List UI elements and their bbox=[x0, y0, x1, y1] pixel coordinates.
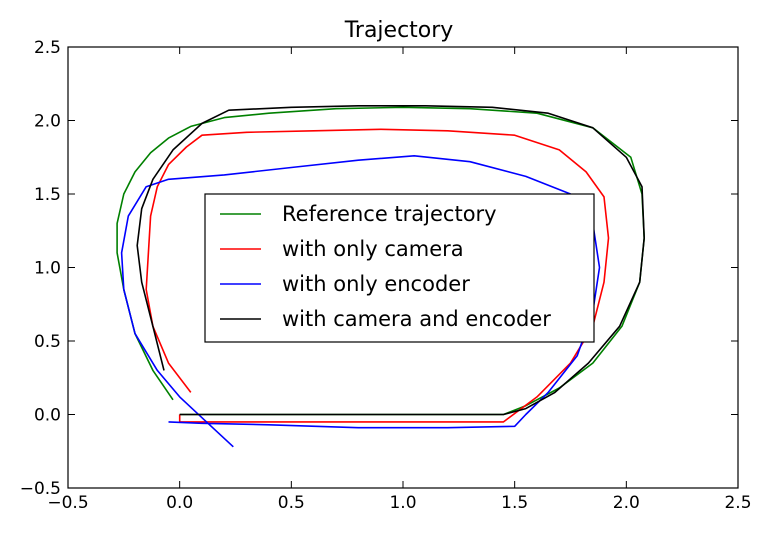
ticks-layer: −0.5 0.0 0.5 1.0 1.5 2.0 2.5 −0.5 0.0 0.5 1.0 1.5 2.… bbox=[20, 38, 752, 513]
legend-box bbox=[204, 193, 595, 343]
x-tick-label: 1.0 bbox=[389, 493, 416, 513]
series-line-4 bbox=[136, 105, 645, 416]
legend-label-1: Reference trajectory bbox=[282, 202, 497, 226]
legend-label-3: with only encoder bbox=[282, 272, 470, 296]
x-tick-label: 0.0 bbox=[166, 493, 193, 513]
x-tick-label: 0.5 bbox=[278, 493, 305, 513]
y-tick-label: 1.5 bbox=[34, 185, 61, 205]
y-tick-label: 0.5 bbox=[34, 332, 61, 352]
y-tick-label: 1.0 bbox=[34, 259, 61, 279]
y-tick-label: −0.5 bbox=[20, 479, 61, 499]
y-tick-label: 0.0 bbox=[34, 406, 61, 426]
legend: Reference trajectory with only camera with… bbox=[204, 193, 595, 343]
y-tick-label: 2.0 bbox=[34, 112, 61, 132]
series-layer bbox=[116, 105, 645, 448]
series-line-3 bbox=[120, 155, 601, 448]
x-tick-label: 2.0 bbox=[613, 493, 640, 513]
y-tick-label: 2.5 bbox=[34, 38, 61, 58]
chart-title: Trajectory bbox=[344, 18, 454, 43]
series-line-2 bbox=[145, 128, 610, 423]
x-tick-label: −0.5 bbox=[47, 493, 88, 513]
x-tick-label: 2.5 bbox=[724, 493, 751, 513]
x-tick-label: 1.5 bbox=[501, 493, 528, 513]
legend-label-4: with camera and encoder bbox=[282, 307, 551, 331]
legend-label-2: with only camera bbox=[282, 237, 464, 261]
